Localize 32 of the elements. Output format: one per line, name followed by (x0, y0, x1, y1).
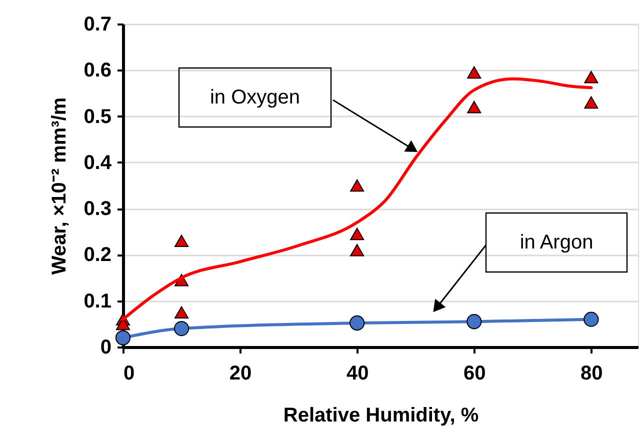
y-axis-title: Wear, ×10⁻² mm³/m (48, 97, 71, 275)
point (467, 66, 482, 79)
point (350, 179, 364, 192)
y-tick-label: 0.6 (84, 60, 112, 82)
x-tick-label: 0 (124, 362, 135, 384)
annotation: in Oxygen (210, 86, 300, 108)
x-tick-label: 80 (580, 362, 603, 384)
point (350, 315, 365, 331)
point (584, 96, 598, 109)
x-tick-label: 60 (464, 362, 486, 384)
x-axis-title: Relative Humidity, % (283, 404, 479, 426)
point (584, 312, 599, 327)
point (174, 320, 190, 336)
y-tick-label: 0.1 (84, 290, 112, 312)
point (174, 306, 189, 319)
point (467, 100, 482, 114)
x-tick-label: 40 (346, 362, 369, 384)
y-tick-label: 0.5 (84, 106, 112, 128)
x-tick-label: 20 (229, 362, 252, 384)
point (115, 330, 131, 346)
point (174, 234, 189, 248)
point (584, 70, 598, 84)
point (116, 318, 130, 330)
y-tick-label: 0.4 (84, 152, 112, 174)
point (466, 314, 482, 330)
y-tick-label: 0.3 (84, 198, 112, 220)
annotation: in Argon (520, 232, 594, 254)
point (350, 244, 364, 256)
y-tick-label: 0 (100, 336, 112, 358)
y-tick-label: 0.2 (84, 244, 112, 266)
point (350, 228, 364, 240)
y-tick-label: 0.7 (84, 14, 112, 36)
